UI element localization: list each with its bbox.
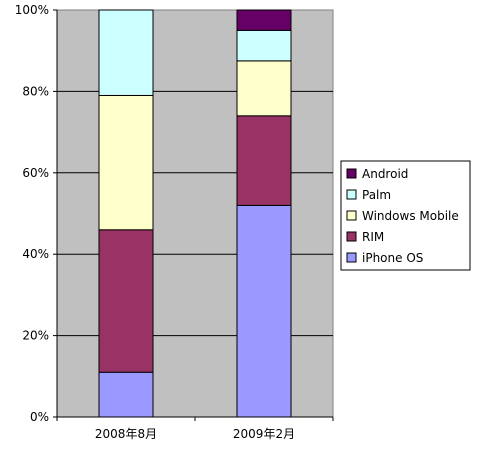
bar-segment-palm xyxy=(236,29,292,62)
legend: Android Palm Windows Mobile RIM iPhone OS xyxy=(340,160,471,271)
bars xyxy=(98,9,292,418)
legend-swatch xyxy=(346,210,357,221)
y-tick-label: 20% xyxy=(22,329,49,343)
bar-segment-android xyxy=(236,9,292,31)
legend-swatch xyxy=(346,189,357,200)
y-tick-label: 0% xyxy=(30,410,49,424)
plot-area xyxy=(56,9,334,418)
x-tick-label: 2008年8月 xyxy=(95,427,157,441)
y-tick-label: 80% xyxy=(22,84,49,98)
bar-segment-windows-mobile xyxy=(98,94,154,231)
legend-label: Android xyxy=(362,167,408,181)
bar-segment-rim xyxy=(98,229,154,373)
x-tick-label: 2009年2月 xyxy=(233,427,295,441)
y-tick-label: 100% xyxy=(15,3,49,17)
bar-segment-iphone-os xyxy=(236,204,292,418)
y-tick-label: 60% xyxy=(22,166,49,180)
legend-swatch xyxy=(346,231,357,242)
legend-label: Palm xyxy=(362,188,391,202)
bar-segment-rim xyxy=(236,115,292,206)
y-tick-label: 40% xyxy=(22,247,49,261)
legend-label: Windows Mobile xyxy=(362,209,459,223)
legend-label: RIM xyxy=(362,230,384,244)
bar-segment-palm xyxy=(98,9,154,96)
legend-swatch xyxy=(346,168,357,179)
legend-swatch xyxy=(346,252,357,263)
bar-segment-iphone-os xyxy=(98,371,154,418)
axes: 0% 20% 40% 60% 80% 100% 2008年8月 2009年2月 xyxy=(15,3,334,441)
legend-label: iPhone OS xyxy=(362,251,423,265)
bar-segment-windows-mobile xyxy=(236,60,292,117)
legend-box xyxy=(340,160,471,271)
